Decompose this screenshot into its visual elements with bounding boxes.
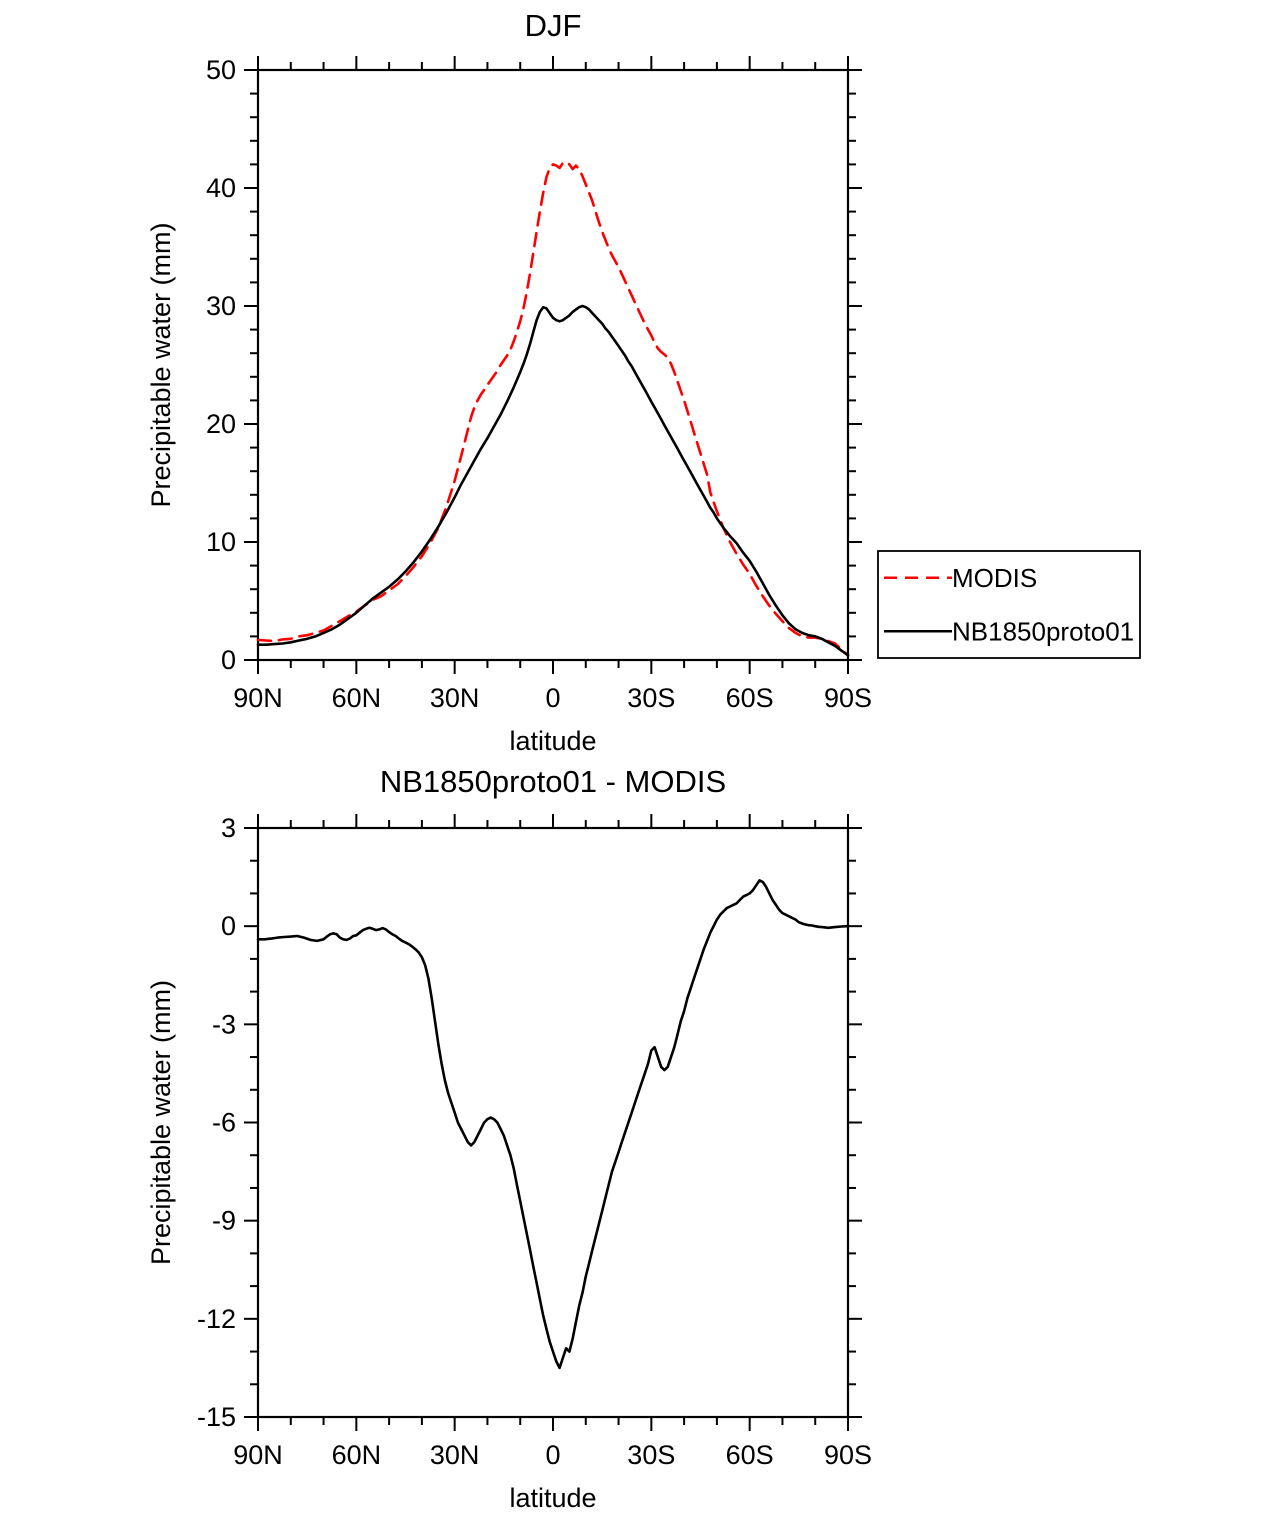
y-tick-label: 10	[206, 527, 236, 557]
y-tick-label: 30	[206, 291, 236, 321]
plot-box	[256, 826, 850, 1419]
x-axis-label: latitude	[509, 1483, 596, 1513]
legend-label: MODIS	[952, 563, 1037, 593]
y-tick-label: 20	[206, 409, 236, 439]
y-axis-label: Precipitable water (mm)	[146, 980, 176, 1265]
y-tick-label: -9	[212, 1206, 236, 1236]
x-tick-label: 0	[545, 683, 560, 713]
series-line-nb1850proto01	[256, 304, 850, 657]
x-tick-label: 60N	[332, 1440, 382, 1470]
difference-chart: 90N 60N 30N 0 30S 60S 90S 3 0 -3 -6 -9 -12 -15 NB1850p…	[146, 764, 872, 1513]
y-tick-label: 0	[221, 911, 236, 941]
y-tick-label: 40	[206, 173, 236, 203]
legend-label: NB1850proto01	[952, 616, 1134, 646]
chart-title: NB1850proto01 - MODIS	[380, 764, 726, 799]
y-tick-label: -3	[212, 1009, 236, 1039]
chart-title: DJF	[525, 8, 582, 43]
y-tick-label: 3	[221, 813, 236, 843]
y-tick-label: 0	[221, 645, 236, 675]
x-tick-label: 30S	[627, 683, 675, 713]
x-tick-label: 60N	[332, 683, 382, 713]
x-tick-label: 60S	[726, 683, 774, 713]
x-tick-label: 30N	[430, 1440, 480, 1470]
x-tick-label: 90N	[233, 683, 283, 713]
series-line-modis	[256, 160, 850, 657]
series-line-nb1850proto01-modis	[256, 879, 850, 1370]
x-tick-label: 90N	[233, 1440, 283, 1470]
x-tick-label: 30S	[627, 1440, 675, 1470]
y-tick-label: -6	[212, 1108, 236, 1138]
djf-precipitable-water-chart: 90N 60N 30N 0 30S 60S 90S 0 10 20 30 40 50 DJF latitud…	[146, 8, 1141, 756]
x-tick-label: 30N	[430, 683, 480, 713]
y-axis-label: Precipitable water (mm)	[146, 222, 176, 507]
x-tick-label: 60S	[726, 1440, 774, 1470]
plot-box	[256, 68, 850, 662]
x-axis-label: latitude	[509, 726, 596, 756]
legend-box	[877, 550, 1141, 659]
y-tick-label: -12	[197, 1304, 236, 1334]
x-tick-label: 0	[545, 1440, 560, 1470]
legend: MODIS NB1850proto01	[877, 550, 1141, 659]
x-tick-label: 90S	[824, 1440, 872, 1470]
y-tick-label: 50	[206, 55, 236, 85]
y-tick-label: -15	[197, 1402, 236, 1432]
x-tick-label: 90S	[824, 683, 872, 713]
